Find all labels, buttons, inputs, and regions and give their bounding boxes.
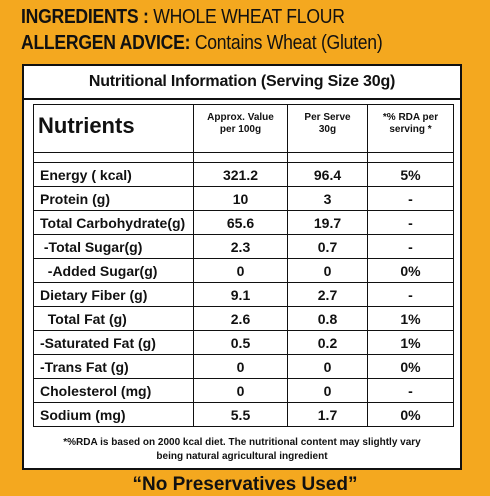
rda-header: *% RDA per serving *	[367, 104, 454, 153]
per100-value: 2.6	[193, 306, 288, 331]
spacer-row	[33, 152, 454, 163]
rda-value: -	[367, 186, 454, 211]
footnote-line1: *%RDA is based on 2000 kcal diet. The nu…	[63, 437, 421, 448]
serve-value: 3	[287, 186, 368, 211]
table-row: -Saturated Fat (g) 0.5 0.2 1%	[33, 330, 454, 355]
table-row: Total Fat (g) 2.6 0.8 1%	[33, 306, 454, 331]
table-row: Total Carbohydrate(g) 65.6 19.7-	[33, 210, 454, 235]
nutrient-name: Protein (g)	[33, 186, 194, 211]
per100-header-line1: Approx. Value	[207, 112, 274, 123]
serve-value: 0.8	[287, 306, 368, 331]
serve-value: 0.2	[287, 330, 368, 355]
nutrient-name: Total Fat (g)	[33, 306, 194, 331]
allergen-label: ALLERGEN ADVICE:	[21, 32, 191, 54]
rda-value: -	[367, 210, 454, 235]
serve-value: 96.4	[287, 162, 368, 187]
table-row: -Total Sugar(g) 2.3 0.7-	[33, 234, 454, 259]
nutrient-name: -Saturated Fat (g)	[33, 330, 194, 355]
per100-value: 2.3	[193, 234, 288, 259]
per100-value: 65.6	[193, 210, 288, 235]
table-row: Protein (g) 10 3-	[33, 186, 454, 211]
serve-value: 19.7	[287, 210, 368, 235]
ingredients-line: INGREDIENTS : WHOLE WHEAT FLOUR	[21, 6, 345, 29]
nutrition-table: Nutrients Approx. Value per 100g Per Ser…	[33, 104, 454, 427]
footnote-line2: being natural agricultural ingredient	[156, 451, 328, 462]
rda-value: 0%	[367, 354, 454, 379]
ingredients-label: INGREDIENTS :	[21, 6, 149, 28]
tagline: “No Preservatives Used”	[132, 474, 358, 495]
nutrient-name: Cholesterol (mg)	[33, 378, 194, 403]
serve-value: 0	[287, 258, 368, 283]
rda-value: 5%	[367, 162, 454, 187]
per100-value: 321.2	[193, 162, 288, 187]
serve-header-line2: 30g	[318, 124, 337, 135]
per100-value: 10	[193, 186, 288, 211]
nutrient-name: Energy ( kcal)	[33, 162, 194, 187]
nutrient-name: Total Carbohydrate(g)	[33, 210, 194, 235]
table-row: Energy ( kcal) 321.2 96.4 5%	[33, 162, 454, 187]
per100-value: 9.1	[193, 282, 288, 307]
rda-value: -	[367, 282, 454, 307]
table-row: -Trans Fat (g) 0 0 0%	[33, 354, 454, 379]
nutrient-name: Sodium (mg)	[33, 402, 194, 427]
rda-value: -	[367, 234, 454, 259]
nutrition-panel: Nutritional Information (Serving Size 30…	[22, 64, 462, 470]
per100-value: 5.5	[193, 402, 288, 427]
ingredients-value: WHOLE WHEAT FLOUR	[153, 6, 345, 28]
serve-header-line1: Per Serve	[304, 112, 351, 123]
table-row: -Added Sugar(g) 0 0 0%	[33, 258, 454, 283]
footnote: *%RDA is based on 2000 kcal diet. The nu…	[30, 436, 454, 464]
allergen-line: ALLERGEN ADVICE: Contains Wheat (Gluten)	[21, 32, 383, 55]
nutrient-name: -Trans Fat (g)	[33, 354, 194, 379]
nutrient-name: Dietary Fiber (g)	[33, 282, 194, 307]
per100-value: 0	[193, 258, 288, 283]
rda-header-line1: *% RDA per	[382, 112, 439, 123]
allergen-value: Contains Wheat (Gluten)	[194, 32, 383, 54]
rda-value: 1%	[367, 306, 454, 331]
per100-header: Approx. Value per 100g	[193, 104, 288, 153]
per100-header-line2: per 100g	[219, 124, 262, 135]
per100-value: 0.5	[193, 330, 288, 355]
nutrient-name: -Total Sugar(g)	[33, 234, 194, 259]
per100-value: 0	[193, 378, 288, 403]
rda-value: 0%	[367, 402, 454, 427]
panel-title: Nutritional Information (Serving Size 30…	[24, 66, 460, 100]
rda-value: -	[367, 378, 454, 403]
serve-value: 0	[287, 378, 368, 403]
nutrients-header: Nutrients	[33, 104, 194, 153]
table-row: Sodium (mg) 5.5 1.7 0%	[33, 402, 454, 427]
header-row: Nutrients Approx. Value per 100g Per Ser…	[33, 104, 454, 153]
per100-value: 0	[193, 354, 288, 379]
rda-value: 0%	[367, 258, 454, 283]
rda-header-line2: serving *	[389, 124, 432, 135]
serve-value: 0.7	[287, 234, 368, 259]
serve-header: Per Serve 30g	[287, 104, 368, 153]
serve-value: 1.7	[287, 402, 368, 427]
serve-value: 0	[287, 354, 368, 379]
rda-value: 1%	[367, 330, 454, 355]
nutrient-name: -Added Sugar(g)	[33, 258, 194, 283]
table-row: Cholesterol (mg) 0 0-	[33, 378, 454, 403]
serve-value: 2.7	[287, 282, 368, 307]
table-row: Dietary Fiber (g) 9.1 2.7-	[33, 282, 454, 307]
